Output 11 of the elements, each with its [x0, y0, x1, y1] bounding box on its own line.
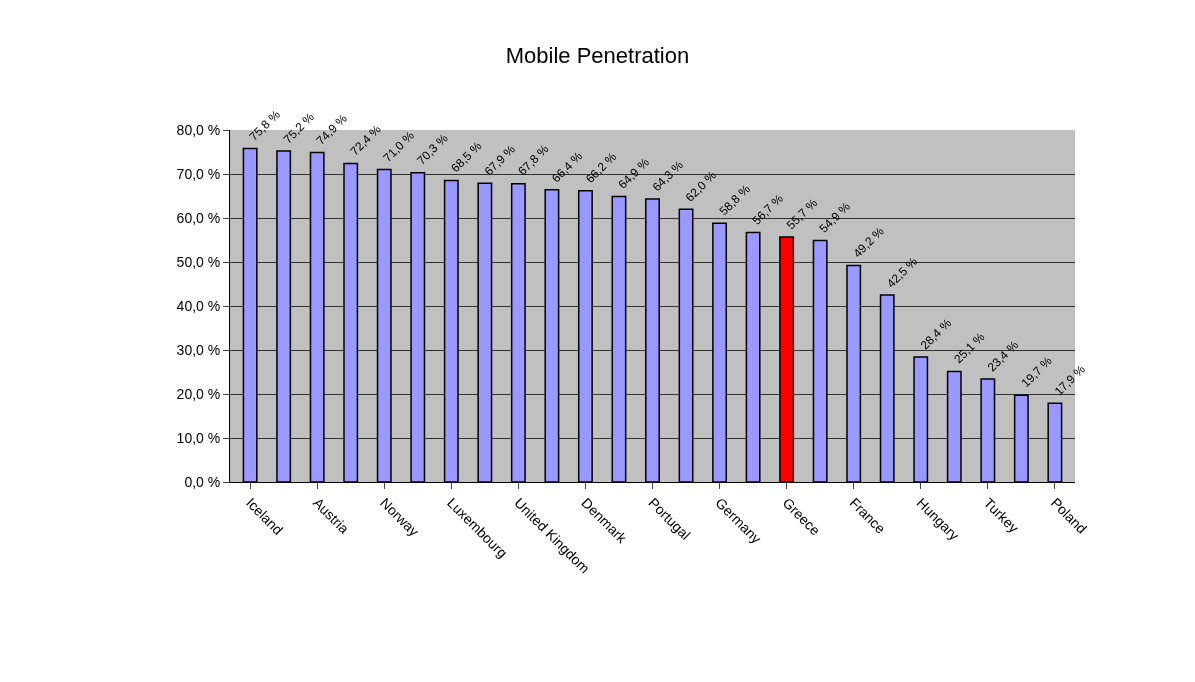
data-label: 75,8 % — [246, 107, 284, 144]
y-tick-label: 10,0 % — [176, 429, 221, 446]
y-tick-label: 40,0 % — [176, 297, 221, 314]
chart-title: Mobile Penetration — [505, 43, 690, 69]
y-tick-label: 20,0 % — [176, 385, 221, 402]
y-tick-label: 0,0 % — [184, 473, 221, 490]
y-tick-label: 70,0 % — [176, 165, 221, 182]
y-tick-label: 50,0 % — [176, 253, 221, 270]
y-tick-label: 80,0 % — [176, 121, 221, 138]
y-tick-label: 30,0 % — [176, 341, 221, 358]
y-tick-label: 60,0 % — [176, 209, 221, 226]
